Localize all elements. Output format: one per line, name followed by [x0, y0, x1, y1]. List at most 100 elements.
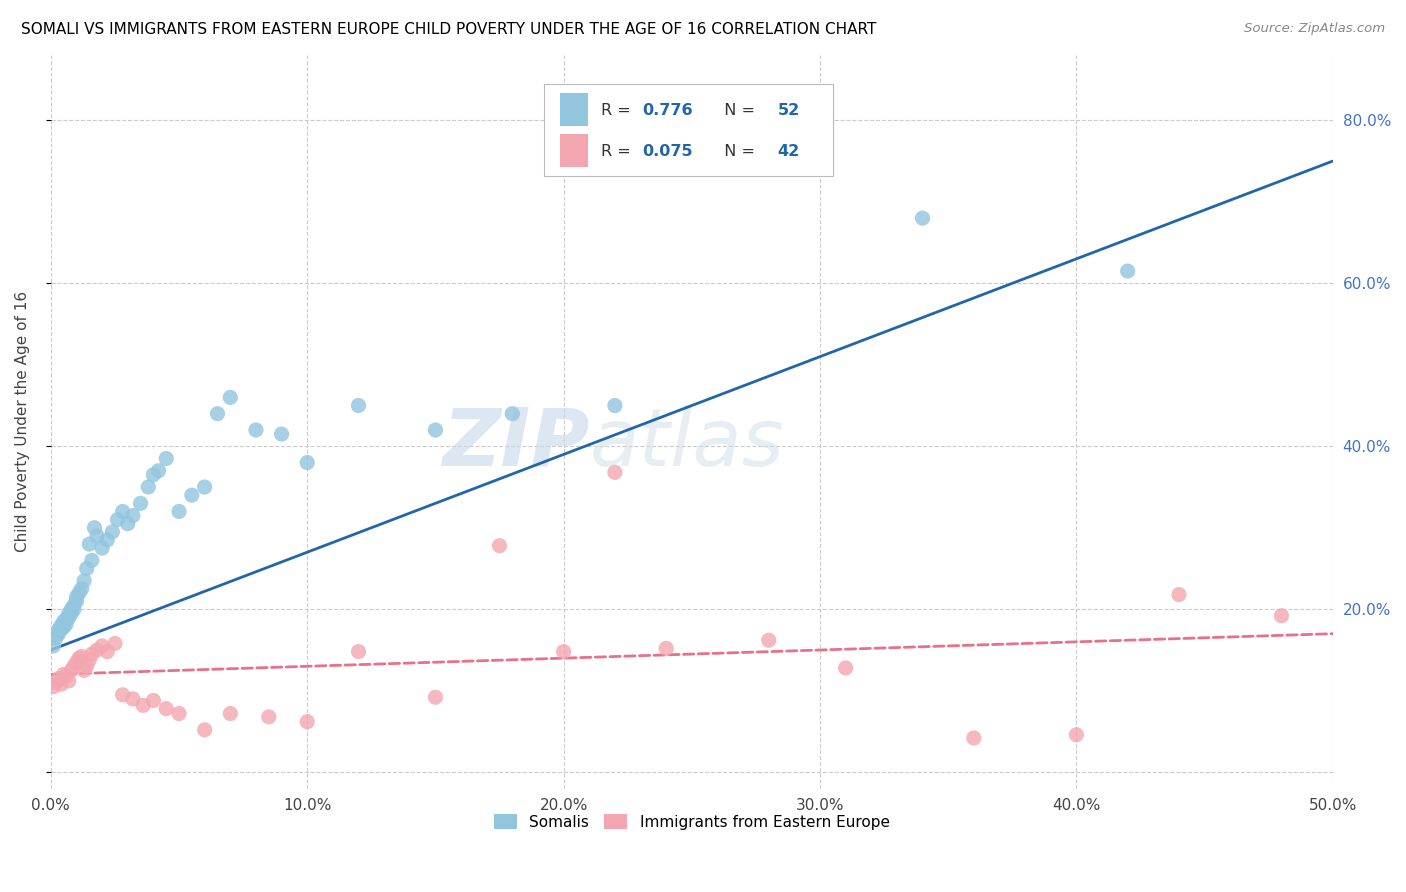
- Point: [122, 508, 145, 523]
- Point: [63, 659, 86, 673]
- FancyBboxPatch shape: [560, 135, 588, 168]
- Text: atlas: atlas: [589, 405, 785, 483]
- Point: [655, 641, 678, 656]
- Point: [1066, 728, 1088, 742]
- Point: [603, 399, 626, 413]
- Point: [58, 607, 80, 621]
- Point: [219, 391, 242, 405]
- Point: [911, 211, 934, 226]
- Text: R =: R =: [600, 103, 636, 118]
- Point: [79, 537, 101, 551]
- Point: [758, 633, 780, 648]
- Point: [58, 673, 80, 688]
- Point: [155, 701, 177, 715]
- Text: SOMALI VS IMMIGRANTS FROM EASTERN EUROPE CHILD POVERTY UNDER THE AGE OF 16 CORRE: SOMALI VS IMMIGRANTS FROM EASTERN EUROPE…: [21, 22, 876, 37]
- Point: [834, 661, 856, 675]
- Point: [132, 698, 155, 713]
- Point: [70, 649, 93, 664]
- Point: [111, 504, 134, 518]
- Point: [194, 723, 217, 737]
- Point: [963, 731, 986, 745]
- Point: [86, 529, 108, 543]
- Text: ZIP: ZIP: [441, 405, 589, 483]
- Point: [65, 590, 87, 604]
- Point: [60, 602, 83, 616]
- Point: [142, 467, 165, 482]
- Point: [167, 706, 190, 721]
- Point: [107, 513, 129, 527]
- Point: [73, 574, 96, 588]
- Point: [63, 598, 86, 612]
- Point: [245, 423, 267, 437]
- Point: [45, 675, 67, 690]
- Point: [1116, 264, 1139, 278]
- Point: [1168, 588, 1191, 602]
- Point: [297, 456, 319, 470]
- Point: [55, 616, 77, 631]
- Text: 52: 52: [778, 103, 800, 118]
- Point: [63, 602, 86, 616]
- Point: [167, 504, 190, 518]
- Point: [347, 399, 370, 413]
- Point: [425, 423, 447, 437]
- Point: [83, 521, 105, 535]
- Point: [52, 615, 75, 629]
- Text: N =: N =: [714, 144, 759, 159]
- FancyBboxPatch shape: [560, 94, 588, 127]
- Point: [49, 618, 72, 632]
- Point: [122, 692, 145, 706]
- Text: 0.075: 0.075: [641, 144, 692, 159]
- Point: [45, 631, 67, 645]
- Point: [257, 710, 280, 724]
- Text: 0.776: 0.776: [641, 103, 692, 118]
- Point: [65, 655, 87, 669]
- Point: [425, 690, 447, 705]
- Point: [58, 610, 80, 624]
- Point: [73, 664, 96, 678]
- Point: [49, 623, 72, 637]
- Point: [96, 645, 118, 659]
- Text: N =: N =: [714, 103, 759, 118]
- Point: [80, 553, 103, 567]
- Point: [42, 639, 65, 653]
- Point: [104, 636, 127, 650]
- Point: [553, 645, 575, 659]
- Point: [194, 480, 217, 494]
- Text: R =: R =: [600, 144, 636, 159]
- Point: [80, 647, 103, 661]
- Point: [49, 677, 72, 691]
- Point: [60, 607, 83, 621]
- Point: [42, 680, 65, 694]
- Point: [55, 669, 77, 683]
- Point: [207, 407, 229, 421]
- Point: [65, 594, 87, 608]
- Text: 42: 42: [778, 144, 800, 159]
- Point: [501, 407, 523, 421]
- Point: [270, 427, 292, 442]
- Point: [70, 582, 93, 596]
- Point: [347, 645, 370, 659]
- Point: [91, 541, 114, 556]
- Point: [488, 539, 510, 553]
- Y-axis label: Child Poverty Under the Age of 16: Child Poverty Under the Age of 16: [15, 292, 30, 552]
- Point: [96, 533, 118, 547]
- Point: [86, 643, 108, 657]
- Point: [76, 561, 98, 575]
- Point: [67, 651, 90, 665]
- Legend: Somalis, Immigrants from Eastern Europe: Somalis, Immigrants from Eastern Europe: [488, 807, 896, 836]
- Point: [1270, 608, 1292, 623]
- Point: [60, 664, 83, 678]
- Point: [79, 653, 101, 667]
- Point: [136, 480, 159, 494]
- Point: [297, 714, 319, 729]
- Point: [67, 586, 90, 600]
- Point: [180, 488, 202, 502]
- Point: [91, 639, 114, 653]
- Point: [219, 706, 242, 721]
- Point: [111, 688, 134, 702]
- Point: [76, 659, 98, 673]
- Point: [101, 524, 124, 539]
- Point: [142, 693, 165, 707]
- Point: [155, 451, 177, 466]
- Point: [55, 612, 77, 626]
